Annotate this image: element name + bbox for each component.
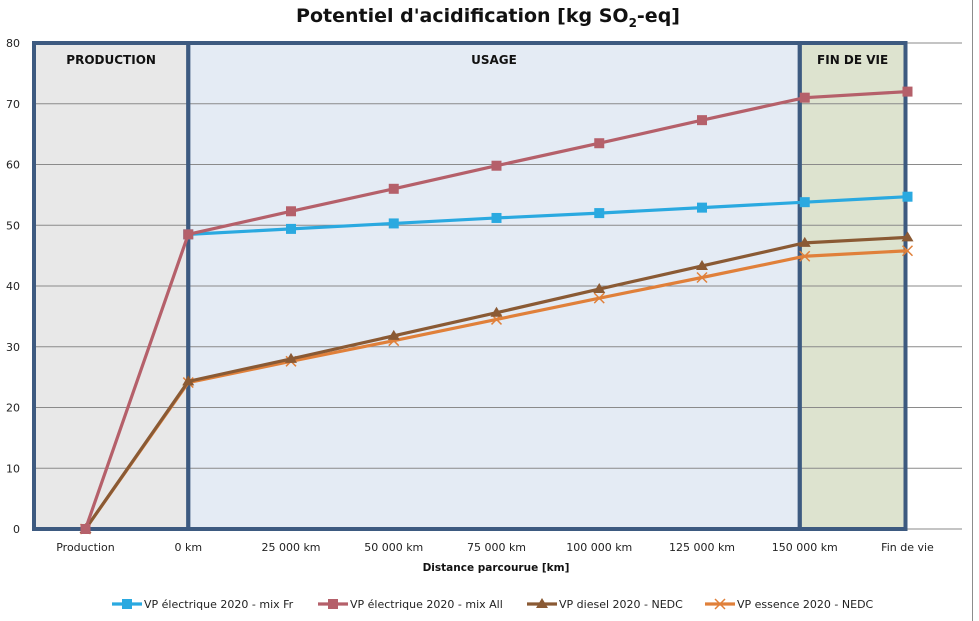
y-tick-label: 50 [6,219,20,232]
data-point [593,292,605,304]
y-tick-label: 80 [6,37,20,50]
data-point [286,223,296,234]
x-axis-title: Distance parcourue [km] [423,562,570,574]
legend-item: VP diesel 2020 - NEDC [527,598,683,611]
legend-item: VP électrique 2020 - mix All [318,598,503,611]
x-tick-label: 125 000 km [669,541,735,554]
data-point [901,245,914,257]
data-point [491,160,502,171]
data-point [593,283,606,294]
y-tick-label: 0 [13,523,20,536]
legend-label: VP électrique 2020 - mix All [350,598,503,611]
y-tick-label: 20 [6,402,20,415]
y-tick-label: 70 [6,98,20,111]
data-point [183,229,194,240]
data-point [902,86,913,97]
x-tick-label: 50 000 km [364,541,423,554]
data-point [697,202,707,213]
zone-frames [32,41,908,531]
y-axis-ticks: 0 10 20 30 40 50 60 70 80 [6,37,20,536]
data-point [80,524,91,534]
x-tick-label: 0 km [174,541,202,554]
zone-frame [797,41,908,531]
legend-label: VP électrique 2020 - mix Fr [144,598,294,611]
data-point [285,352,297,363]
x-tick-label: 25 000 km [261,541,320,554]
data-point [901,231,914,242]
x-tick-label: 100 000 km [566,541,632,554]
data-point [696,271,708,284]
data-point [799,250,811,262]
data-point [388,183,399,194]
data-point [388,218,399,229]
data-point [286,206,296,217]
y-tick-label: 10 [6,462,20,475]
chart-title: Potentiel d'acidification [kg SO2-eq] [296,5,680,30]
data-point [696,259,708,270]
x-axis-ticks: Production 0 km 25 000 km 50 000 km 75 000 k… [56,541,934,554]
data-point [594,208,605,219]
series-lines [79,86,914,535]
legend-item: VP essence 2020 - NEDC [705,598,874,611]
data-point [799,197,810,208]
series-line [188,195,908,236]
data-point [714,598,726,610]
data-point [798,236,811,247]
y-tick-label: 40 [6,280,20,293]
series-1 [80,86,913,534]
zone-label: FIN DE VIE [817,53,888,67]
chart-right-border [972,0,973,621]
zone-label: USAGE [471,53,517,67]
data-point [594,138,605,149]
x-tick-label: Fin de vie [881,541,934,554]
data-point [902,191,913,202]
y-tick-label: 30 [6,341,20,354]
legend: VP électrique 2020 - mix Fr VP électrique… [112,598,874,611]
data-point [697,115,707,126]
data-point [122,599,132,609]
zone-label: PRODUCTION [66,53,156,67]
data-point [490,306,503,317]
legend-label: VP essence 2020 - NEDC [737,598,874,611]
data-point [536,598,548,608]
zone-labels: PRODUCTION USAGE FIN DE VIE [66,53,888,67]
legend-item: VP électrique 2020 - mix Fr [112,598,294,611]
x-tick-label: 150 000 km [772,541,838,554]
x-tick-label: Production [56,541,115,554]
data-point [328,599,338,609]
y-tick-label: 60 [6,159,20,172]
data-point [182,375,195,386]
data-point [799,92,810,103]
data-point [491,212,502,223]
data-point [387,329,400,340]
x-tick-label: 75 000 km [467,541,526,554]
legend-label: VP diesel 2020 - NEDC [559,598,683,611]
